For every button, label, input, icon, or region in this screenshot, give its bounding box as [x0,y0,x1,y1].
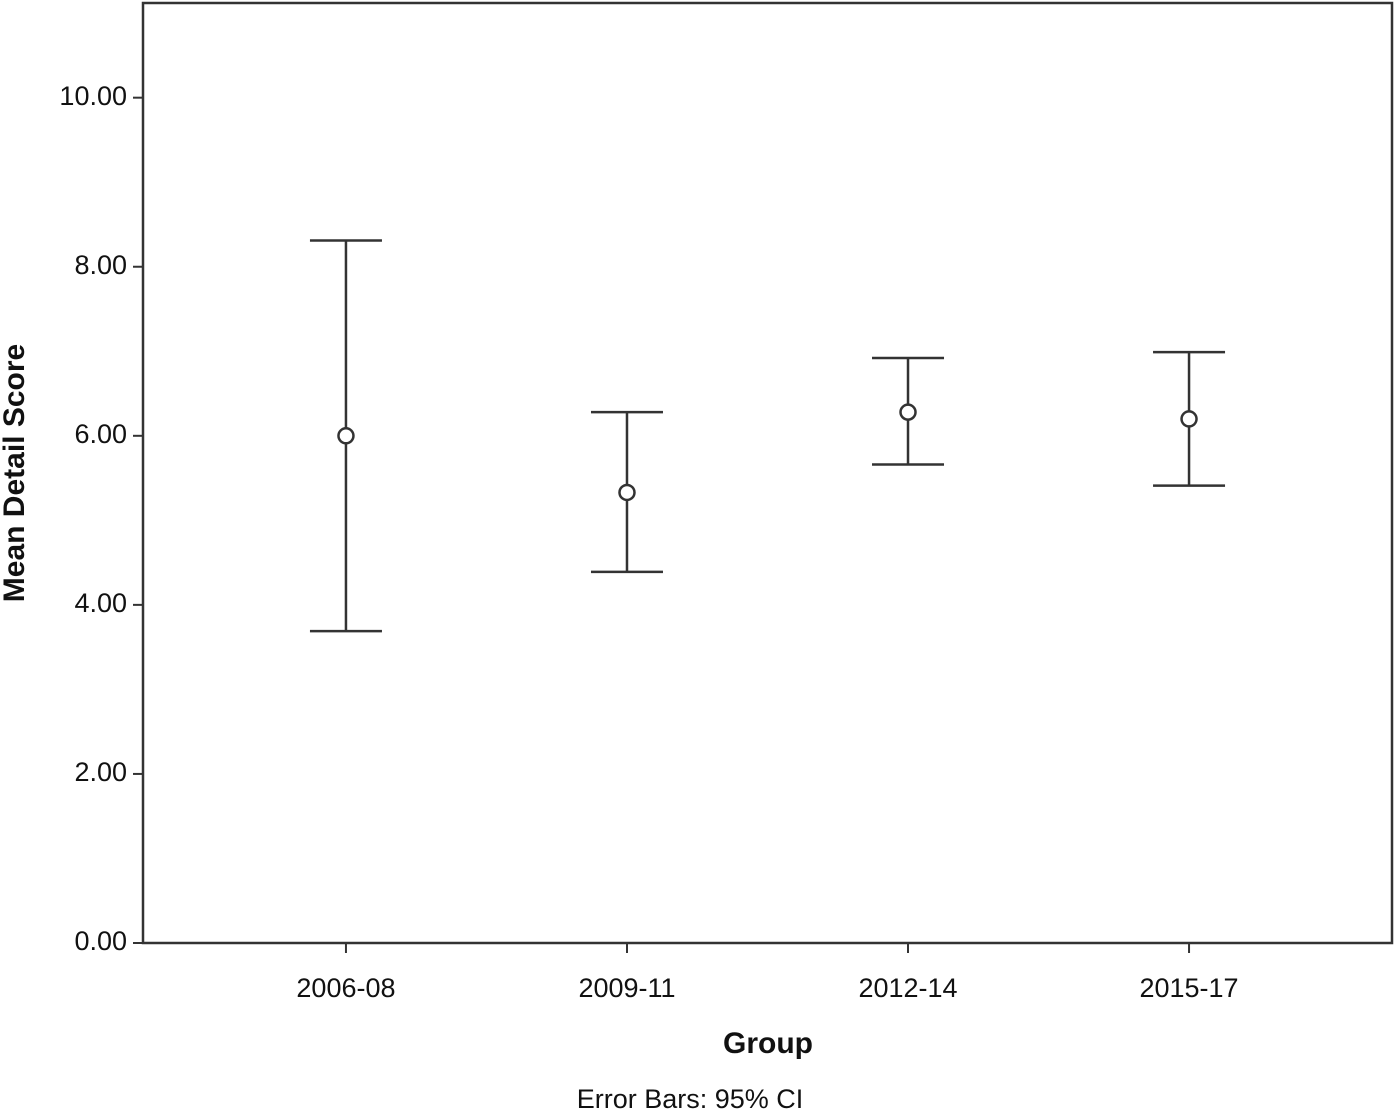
x-tick-label: 2012-14 [858,973,957,1003]
plot-frame [141,1,1394,945]
y-tick-label: 6.00 [74,419,127,449]
y-tick-label: 0.00 [74,926,127,956]
mean-marker [899,403,917,421]
mean-marker [618,483,636,502]
y-tick-label: 2.00 [74,757,127,787]
y-tick-label: 8.00 [74,250,127,280]
y-axis-label: Mean Detail Score [0,344,31,602]
mean-marker [1180,410,1198,428]
y-tick-label: 10.00 [59,81,127,111]
x-tick-label: 2015-17 [1139,973,1238,1003]
x-tick-label: 2006-08 [296,973,395,1003]
y-tick-label: 4.00 [74,588,127,618]
x-tick-label: 2009-11 [578,973,675,1003]
annotation: Error Bars: 95% CI [577,1084,804,1114]
x-axis-label: Group [723,1027,813,1060]
mean-marker [337,427,355,445]
